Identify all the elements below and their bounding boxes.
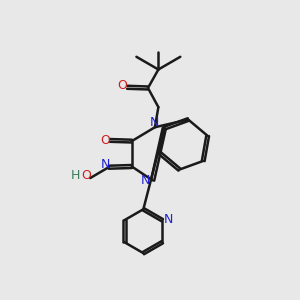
Text: N: N [164,213,173,226]
Text: O: O [82,169,92,182]
Text: N: N [101,158,111,171]
Text: H: H [71,169,80,182]
Text: N: N [141,174,150,187]
Text: O: O [100,134,110,147]
Text: N: N [150,116,159,129]
Text: O: O [117,79,127,92]
